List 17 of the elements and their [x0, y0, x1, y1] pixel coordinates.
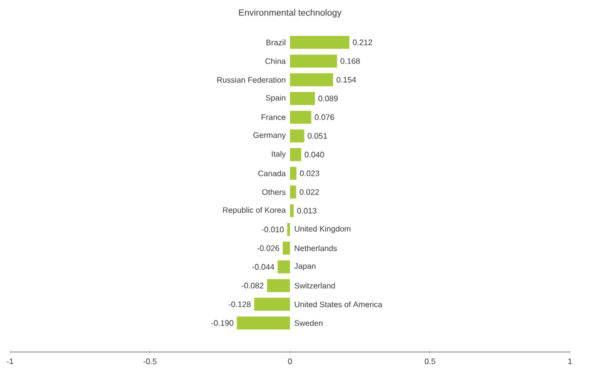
bar: [287, 222, 290, 236]
bar: [290, 204, 294, 218]
bar: [278, 260, 290, 274]
bar: [290, 148, 302, 162]
bar: [290, 36, 350, 49]
bar: [290, 92, 315, 105]
bar: [254, 298, 290, 311]
bar: [290, 73, 334, 86]
bar: [236, 316, 290, 330]
bar: [290, 186, 296, 199]
bar: [282, 242, 290, 255]
bar: [267, 279, 290, 292]
bar: [290, 54, 338, 68]
chart-title: Environmental technology: [239, 9, 342, 18]
bar: [290, 129, 304, 142]
bar: [290, 166, 296, 180]
bar: [290, 110, 312, 124]
